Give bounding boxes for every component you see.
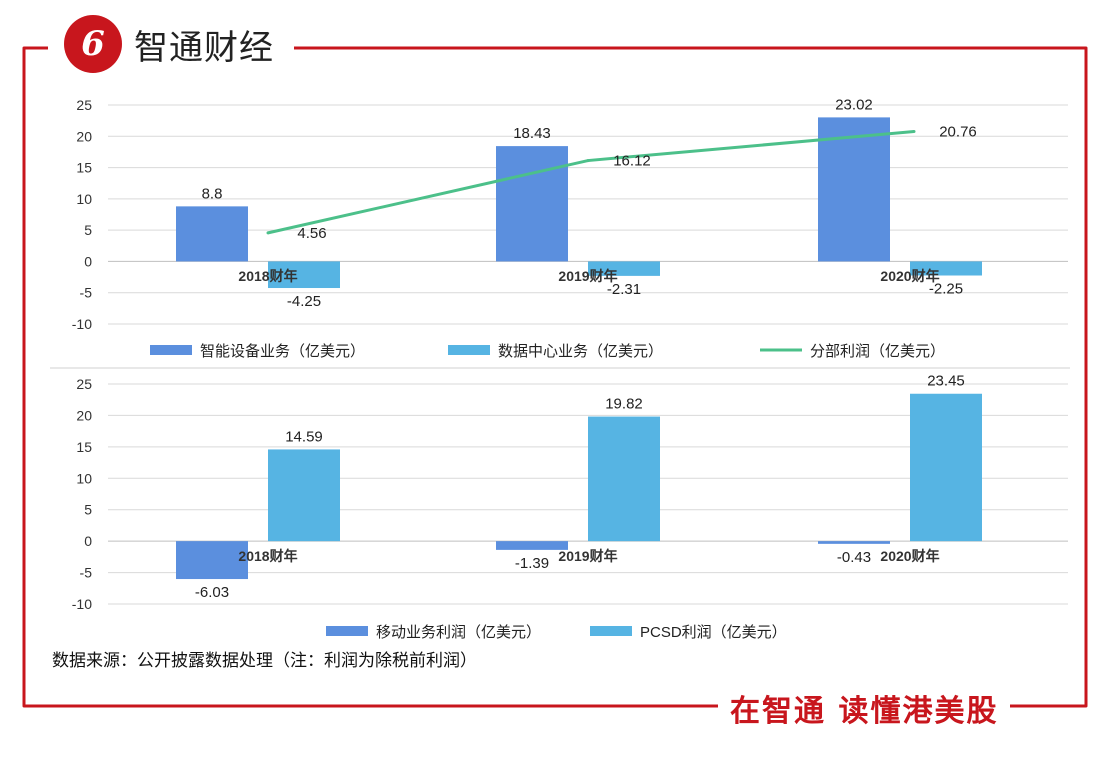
legend-swatch [448, 345, 490, 355]
legend-label: 分部利润（亿美元） [810, 343, 945, 360]
y-tick-label: -10 [72, 596, 92, 612]
y-tick-label: 0 [84, 253, 92, 269]
line-point [912, 130, 916, 134]
y-tick-label: 10 [76, 191, 92, 207]
line-point [586, 159, 590, 163]
y-tick-label: 10 [76, 470, 92, 486]
data-label: 14.59 [285, 428, 323, 445]
y-tick-label: -10 [72, 316, 92, 332]
data-label: 8.8 [202, 185, 223, 202]
data-label: 4.56 [297, 225, 326, 242]
chart-2: 25 20 15 10 5 0 -5 -10 -6.03 -1.39 -0.43 14.59 19.82… [72, 373, 1068, 641]
line-point [266, 231, 270, 235]
frame-border [22, 46, 1088, 708]
bar [268, 261, 340, 289]
y-tick-label: -5 [80, 565, 93, 581]
source-note: 数据来源：公开披露数据处理（注：利润为除税前利润） [52, 651, 477, 671]
bar [910, 393, 982, 542]
bar [818, 541, 890, 544]
y-tick-label: -5 [80, 285, 93, 301]
data-label: 19.82 [605, 396, 643, 413]
category-label: 2018财年 [238, 268, 297, 284]
y-tick-label: 5 [84, 222, 92, 238]
legend-label: 智能设备业务（亿美元） [200, 342, 365, 360]
data-label: -2.31 [607, 281, 641, 298]
data-label: 20.76 [939, 124, 977, 141]
data-label: -0.43 [837, 549, 871, 566]
category-label: 2020财年 [880, 268, 939, 284]
legend-swatch [590, 626, 632, 636]
y-tick-label: 15 [76, 160, 92, 176]
bar [910, 261, 982, 276]
y-tick-label: 20 [76, 407, 92, 423]
charts-area: 25 20 15 10 5 0 -5 -10 8.8 18.43 23.02 -4.25 -2.31 -2… [50, 96, 1070, 641]
legend-swatch [326, 626, 368, 636]
data-label: 23.45 [927, 373, 965, 390]
y-tick-label: 15 [76, 439, 92, 455]
legend-label: 数据中心业务（亿美元） [498, 343, 663, 360]
data-label: 16.12 [613, 153, 651, 170]
y-tick-label: 25 [76, 376, 92, 392]
bar [588, 261, 660, 276]
chart-1: 25 20 15 10 5 0 -5 -10 8.8 18.43 23.02 -4.25 -2.31 -2… [72, 96, 1068, 360]
y-tick-label: 0 [84, 533, 92, 549]
series-line [267, 130, 915, 235]
bar [268, 449, 340, 542]
brand-name: 智通财经 [134, 27, 274, 68]
data-label: 23.02 [835, 96, 873, 113]
category-label: 2020财年 [880, 548, 939, 564]
bar [588, 416, 660, 542]
y-tick-label: 25 [76, 97, 92, 113]
data-label: -4.25 [287, 293, 321, 310]
bar [496, 541, 568, 550]
bar [176, 206, 248, 262]
data-label: -1.39 [515, 555, 549, 572]
y-tick-label: 5 [84, 502, 92, 518]
category-label: 2019财年 [558, 268, 617, 284]
bar [818, 117, 890, 262]
bar [176, 541, 248, 580]
bar [496, 146, 568, 262]
slogan: 在智通 读懂港美股 [718, 686, 1011, 730]
data-label: -6.03 [195, 584, 229, 601]
legend-swatch [150, 345, 192, 355]
legend-label: 移动业务利润（亿美元） [376, 624, 541, 641]
data-label: -2.25 [929, 281, 963, 298]
y-tick-label: 20 [76, 128, 92, 144]
data-label: 18.43 [513, 125, 551, 142]
brand-logo-icon: 6 [64, 15, 122, 73]
brand-header: 6 智通财经 [64, 12, 294, 76]
legend-label: PCSD利润（亿美元） [640, 624, 787, 641]
category-label: 2018财年 [238, 548, 297, 564]
category-label: 2019财年 [558, 548, 617, 564]
